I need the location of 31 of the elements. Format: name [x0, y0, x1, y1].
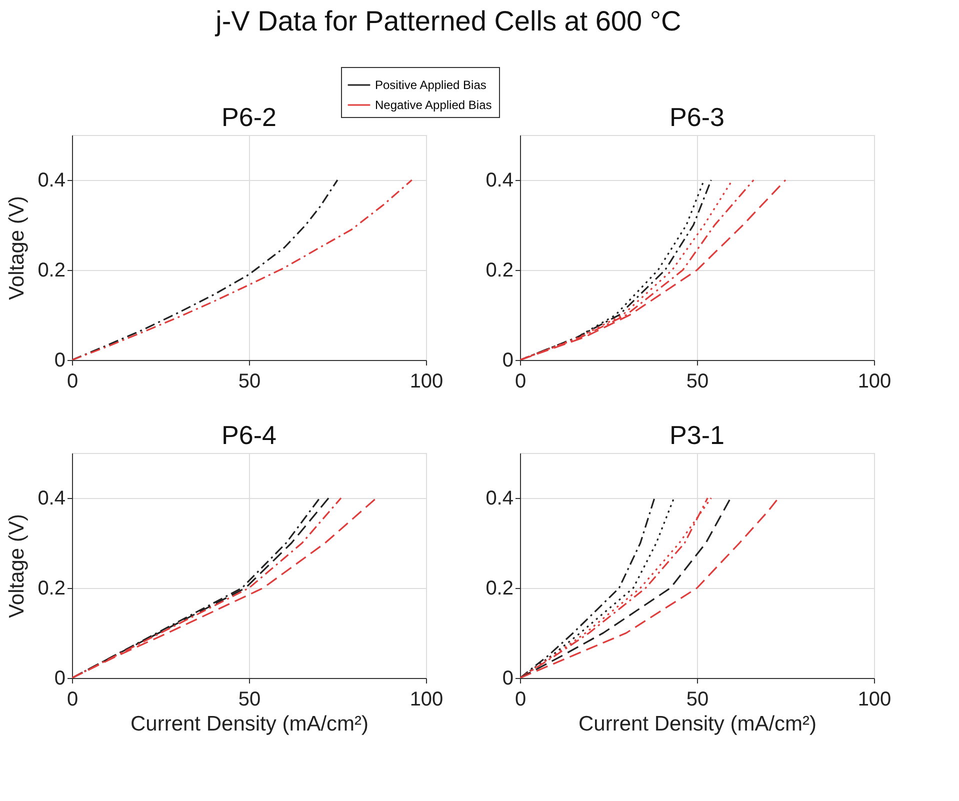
- y-tick-label: 0.4: [38, 170, 66, 192]
- y-tick-label: 0.2: [486, 578, 514, 600]
- legend-label: Positive Applied Bias: [375, 78, 486, 92]
- y-axis-title: Voltage (V): [6, 196, 29, 300]
- text: j-V Data for Patterned Cells at 600 °C: [214, 6, 682, 36]
- y-tick-label: 0.4: [486, 488, 514, 510]
- y-tick-label: 0.2: [486, 260, 514, 282]
- y-tick-label: 0.4: [486, 170, 514, 192]
- x-tick-label: 100: [858, 688, 892, 710]
- y-tick-label: 0.2: [38, 260, 66, 282]
- x-axis-title: Current Density (mA/cm²): [578, 712, 817, 736]
- x-tick-label: 100: [858, 370, 892, 392]
- chart-title: P6-2: [222, 102, 276, 132]
- x-tick-label: 50: [238, 688, 261, 710]
- chart-title: P6-4: [222, 420, 276, 450]
- y-tick-label: 0: [502, 668, 514, 690]
- y-tick-label: 0: [54, 350, 66, 372]
- x-tick-label: 100: [410, 370, 444, 392]
- x-tick-label: 50: [238, 370, 261, 392]
- y-tick-label: 0.4: [38, 488, 66, 510]
- x-tick-label: 50: [686, 688, 709, 710]
- y-axis-title: Voltage (V): [6, 514, 29, 618]
- y-tick-label: 0: [54, 668, 66, 690]
- chart-title: P6-3: [670, 102, 724, 132]
- x-tick-label: 50: [686, 370, 709, 392]
- y-tick-label: 0.2: [38, 578, 66, 600]
- chart-title: P3-1: [670, 420, 724, 450]
- x-tick-label: 100: [410, 688, 444, 710]
- x-axis-title: Current Density (mA/cm²): [130, 712, 369, 736]
- y-tick-label: 0: [502, 350, 514, 372]
- legend-label: Negative Applied Bias: [375, 98, 492, 112]
